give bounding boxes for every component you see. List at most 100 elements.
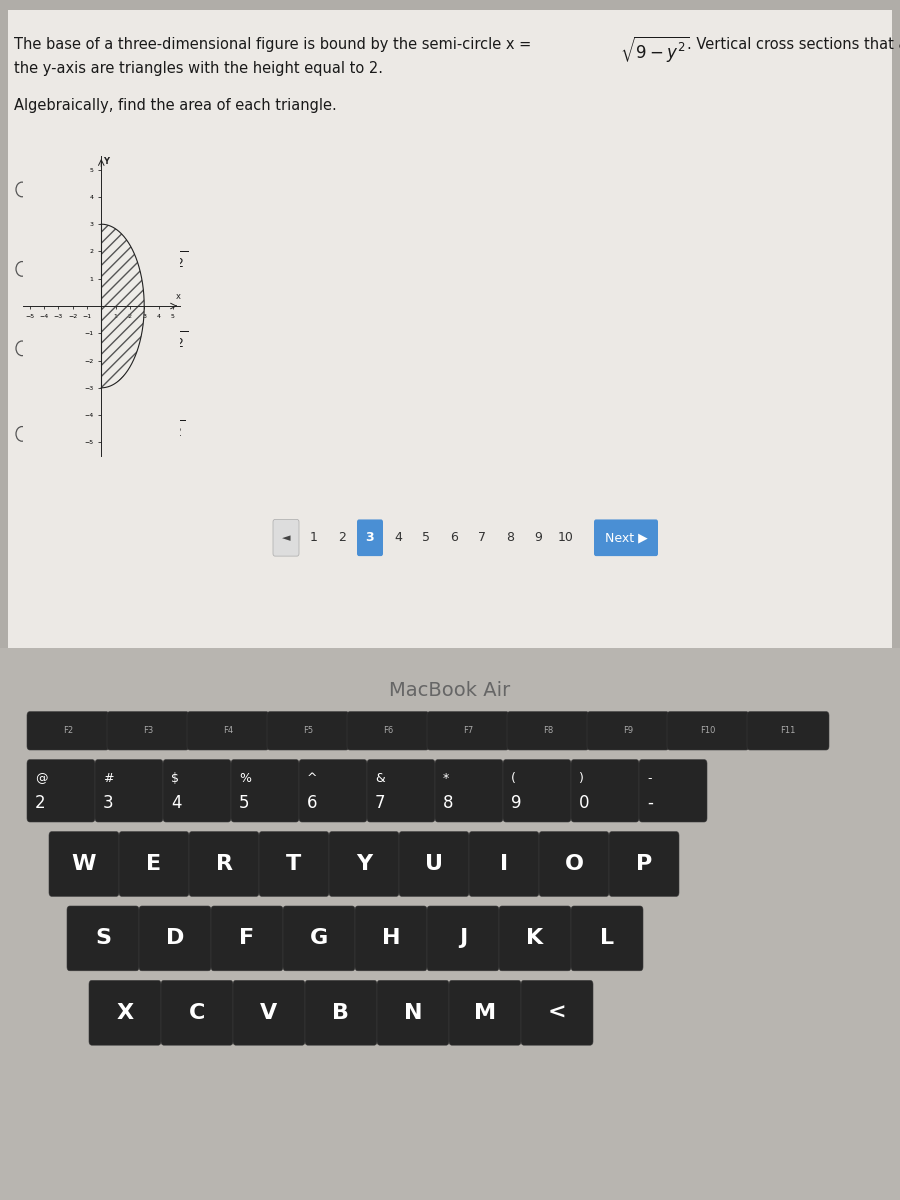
FancyBboxPatch shape: [27, 712, 109, 750]
Text: -: -: [647, 794, 652, 812]
Text: H: H: [382, 929, 400, 948]
FancyBboxPatch shape: [503, 760, 571, 822]
FancyBboxPatch shape: [667, 712, 749, 750]
FancyBboxPatch shape: [231, 760, 299, 822]
Text: Y: Y: [356, 854, 372, 874]
Text: F8: F8: [543, 726, 553, 736]
FancyBboxPatch shape: [8, 10, 892, 650]
Text: D: D: [166, 929, 184, 948]
FancyBboxPatch shape: [427, 906, 499, 971]
FancyBboxPatch shape: [587, 712, 669, 750]
FancyBboxPatch shape: [233, 980, 305, 1045]
Text: 1: 1: [310, 532, 318, 545]
FancyBboxPatch shape: [367, 760, 435, 822]
FancyBboxPatch shape: [89, 980, 161, 1045]
FancyBboxPatch shape: [329, 832, 399, 896]
Text: U: U: [425, 854, 443, 874]
FancyBboxPatch shape: [355, 906, 427, 971]
FancyBboxPatch shape: [283, 906, 355, 971]
Text: *: *: [443, 772, 449, 785]
FancyBboxPatch shape: [435, 760, 503, 822]
Polygon shape: [101, 224, 144, 388]
Text: Next ▶: Next ▶: [605, 532, 647, 545]
Text: 2: 2: [338, 532, 346, 545]
Text: F5: F5: [303, 726, 313, 736]
FancyBboxPatch shape: [639, 760, 707, 822]
Text: 8: 8: [506, 532, 514, 545]
FancyBboxPatch shape: [139, 906, 211, 971]
Text: F9: F9: [623, 726, 633, 736]
Text: V: V: [260, 1003, 277, 1022]
Text: 0: 0: [579, 794, 590, 812]
Text: M: M: [474, 1003, 496, 1022]
FancyBboxPatch shape: [299, 760, 367, 822]
Text: . Vertical cross sections that are perpendicular to: . Vertical cross sections that are perpe…: [687, 37, 900, 52]
Text: I: I: [500, 854, 508, 874]
FancyBboxPatch shape: [95, 760, 163, 822]
Text: 9: 9: [534, 532, 542, 545]
Text: $A(y) = 2\sqrt{9-y^2}$: $A(y) = 2\sqrt{9-y^2}$: [40, 418, 186, 450]
FancyBboxPatch shape: [163, 760, 231, 822]
FancyBboxPatch shape: [399, 832, 469, 896]
Text: F: F: [239, 929, 255, 948]
Text: $\sqrt{9-y^2}$: $\sqrt{9-y^2}$: [620, 35, 689, 65]
Text: X: X: [116, 1003, 133, 1022]
FancyBboxPatch shape: [539, 832, 609, 896]
Text: E: E: [147, 854, 162, 874]
Text: &: &: [375, 772, 385, 785]
FancyBboxPatch shape: [427, 712, 509, 750]
Text: 5: 5: [239, 794, 249, 812]
Text: Y: Y: [103, 157, 109, 166]
Text: the y-axis are triangles with the height equal to 2.: the y-axis are triangles with the height…: [14, 61, 383, 76]
FancyBboxPatch shape: [469, 832, 539, 896]
FancyBboxPatch shape: [49, 832, 119, 896]
FancyBboxPatch shape: [609, 832, 679, 896]
Text: O: O: [564, 854, 583, 874]
FancyBboxPatch shape: [0, 648, 900, 1200]
Text: 5: 5: [422, 532, 430, 545]
FancyBboxPatch shape: [571, 906, 643, 971]
Text: 7: 7: [478, 532, 486, 545]
Text: N: N: [404, 1003, 422, 1022]
Text: MacBook Air: MacBook Air: [390, 680, 510, 700]
Text: 4: 4: [394, 532, 402, 545]
Text: P: P: [636, 854, 652, 874]
Text: -: -: [647, 772, 652, 785]
FancyBboxPatch shape: [521, 980, 593, 1045]
Text: J: J: [459, 929, 467, 948]
FancyBboxPatch shape: [571, 760, 639, 822]
Text: @: @: [35, 772, 48, 785]
FancyBboxPatch shape: [377, 980, 449, 1045]
FancyBboxPatch shape: [0, 0, 900, 660]
FancyBboxPatch shape: [449, 980, 521, 1045]
Text: B: B: [332, 1003, 349, 1022]
FancyBboxPatch shape: [119, 832, 189, 896]
FancyBboxPatch shape: [161, 980, 233, 1045]
Text: 6: 6: [307, 794, 318, 812]
Text: $A(y) = \sqrt{9-y^2}$: $A(y) = \sqrt{9-y^2}$: [40, 173, 175, 205]
FancyBboxPatch shape: [594, 520, 658, 556]
Text: 7: 7: [375, 794, 385, 812]
Text: (: (: [511, 772, 516, 785]
Text: $: $: [171, 772, 179, 785]
Text: The base of a three-dimensional figure is bound by the semi-circle x =: The base of a three-dimensional figure i…: [14, 37, 535, 52]
FancyBboxPatch shape: [267, 712, 349, 750]
Text: S: S: [95, 929, 111, 948]
Text: G: G: [310, 929, 328, 948]
Text: 3: 3: [103, 794, 113, 812]
Text: L: L: [600, 929, 614, 948]
Text: ^: ^: [307, 772, 318, 785]
FancyBboxPatch shape: [259, 832, 329, 896]
FancyBboxPatch shape: [507, 712, 589, 750]
Text: 9: 9: [511, 794, 521, 812]
FancyBboxPatch shape: [305, 980, 377, 1045]
Text: <: <: [548, 1003, 566, 1022]
Text: 6: 6: [450, 532, 458, 545]
FancyBboxPatch shape: [357, 520, 383, 556]
FancyBboxPatch shape: [747, 712, 829, 750]
FancyBboxPatch shape: [347, 712, 429, 750]
Text: F10: F10: [700, 726, 716, 736]
Text: 2: 2: [35, 794, 46, 812]
FancyBboxPatch shape: [189, 832, 259, 896]
Text: F2: F2: [63, 726, 73, 736]
